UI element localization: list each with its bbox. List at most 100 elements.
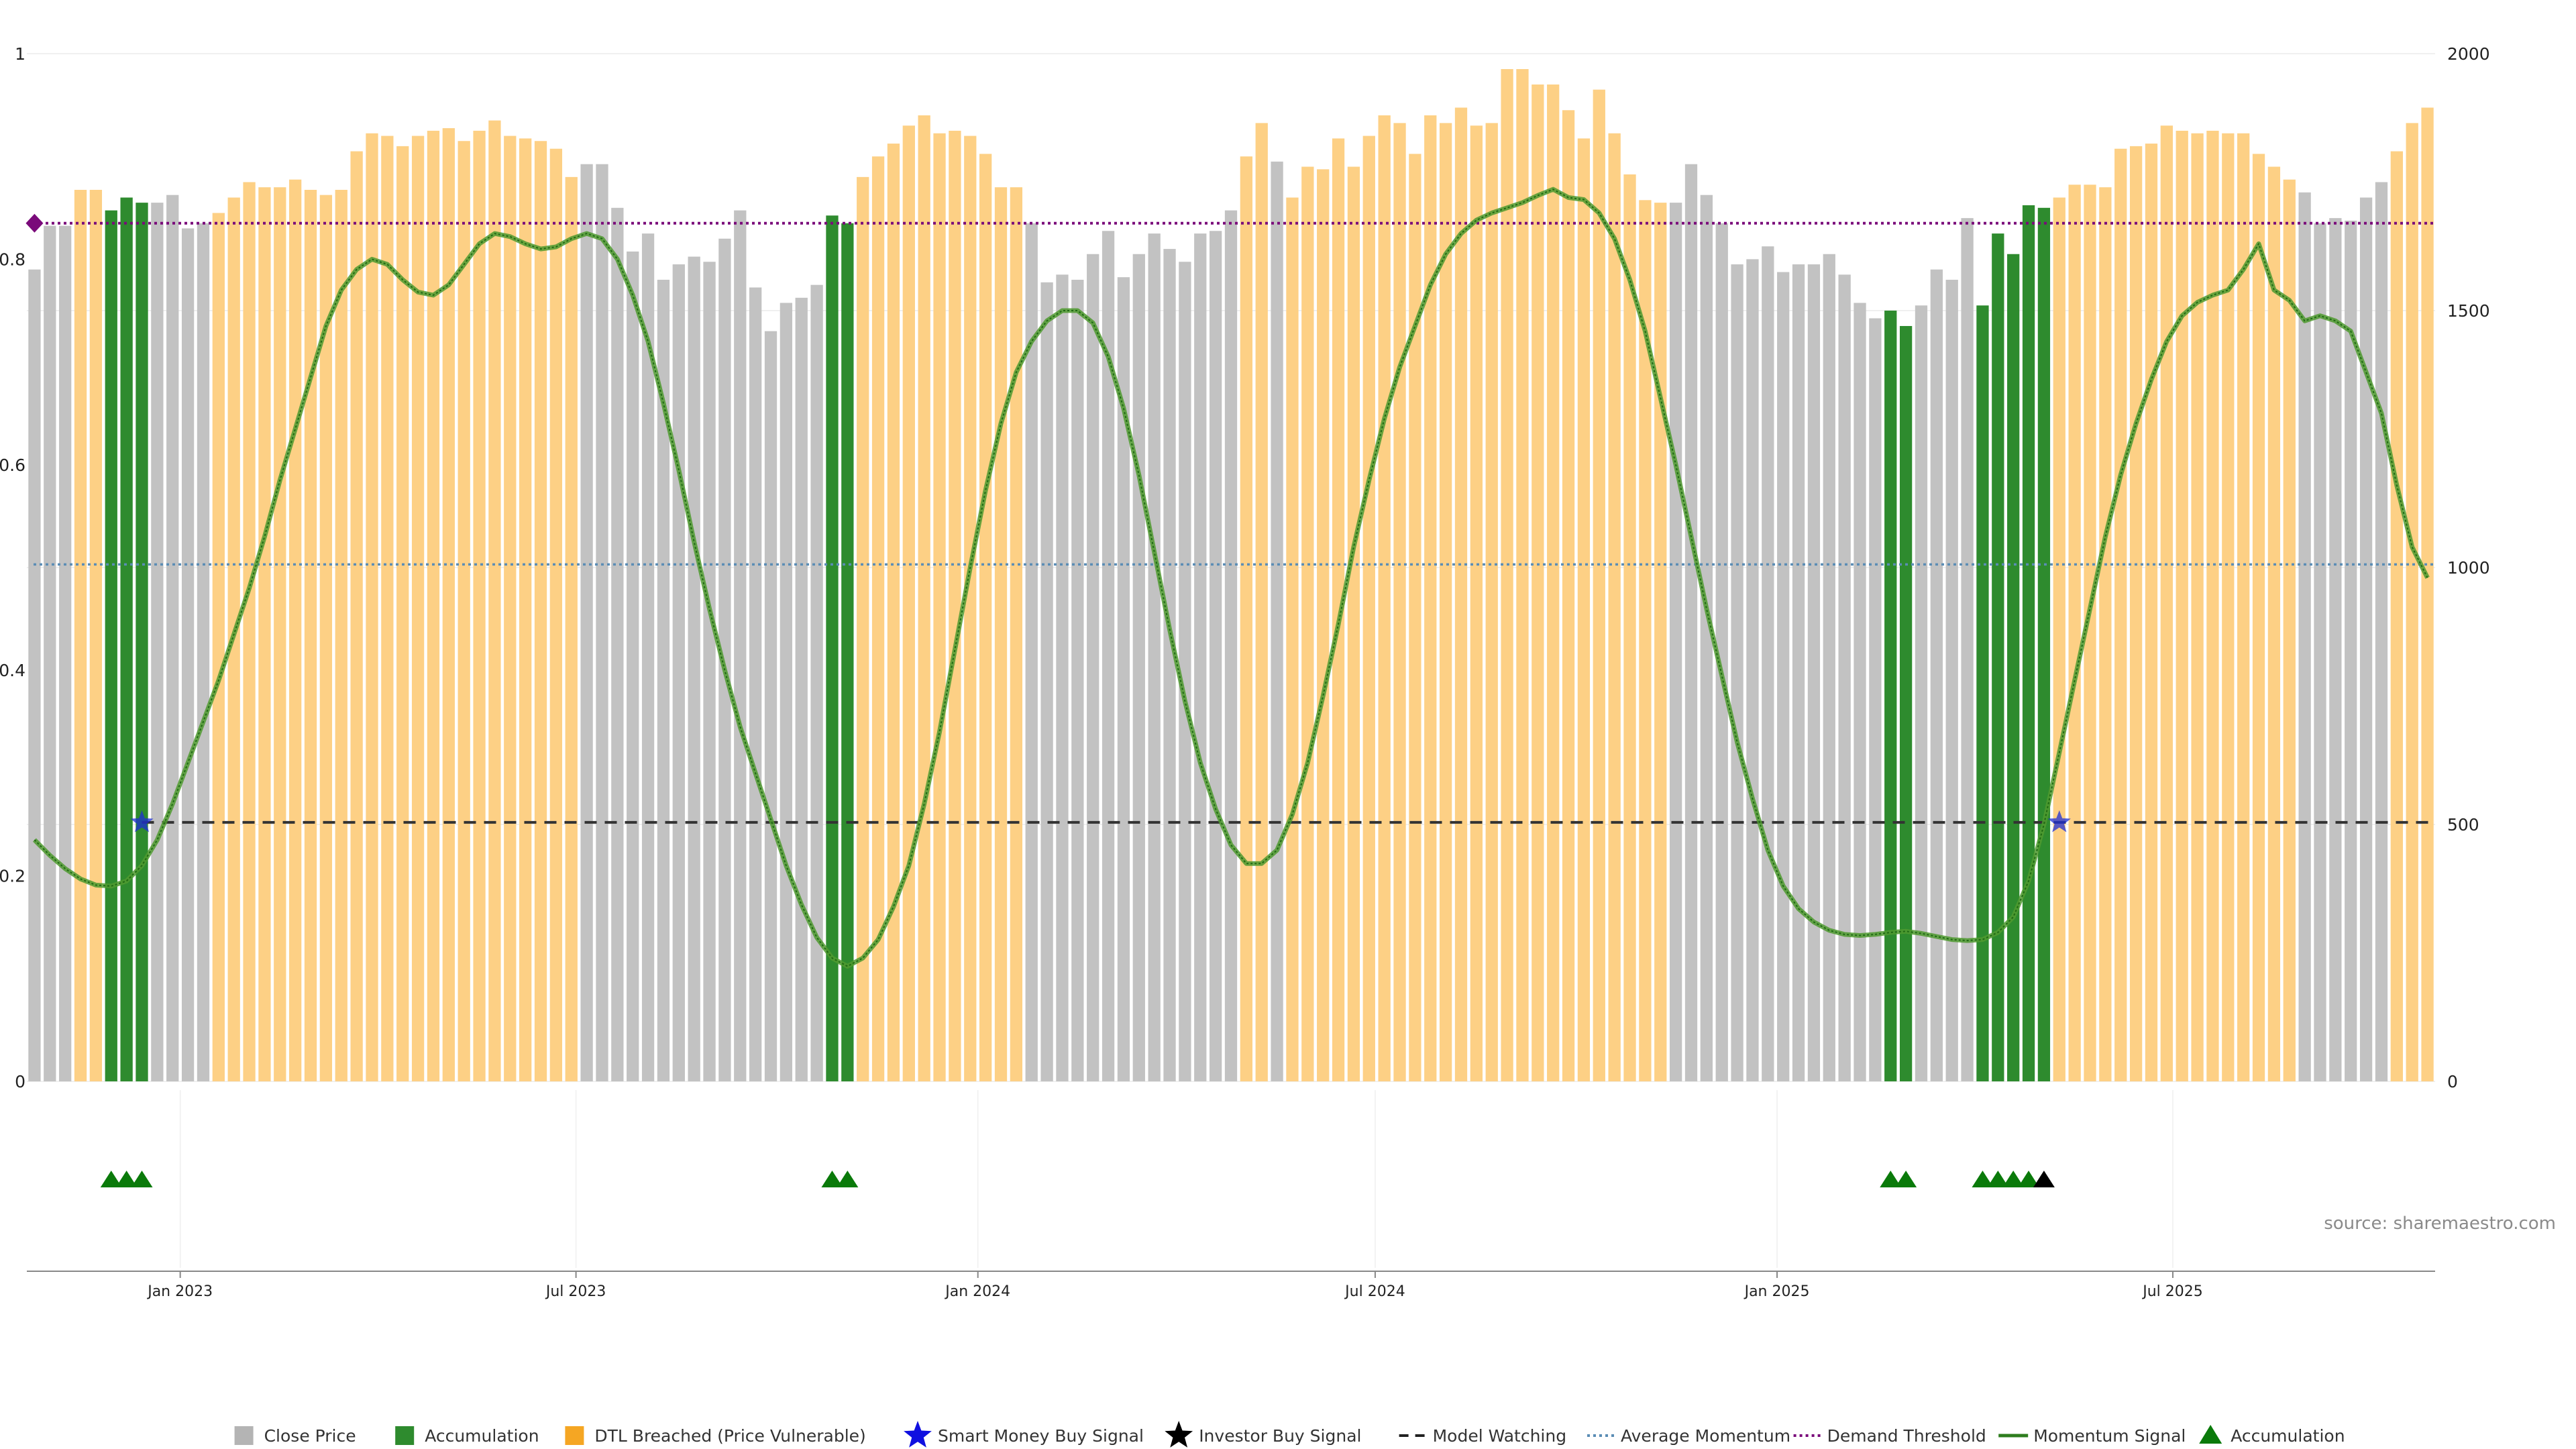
dtl-breached-bar (949, 130, 961, 1081)
close-price-bar (1040, 282, 1053, 1081)
close-price-bar (2314, 223, 2326, 1081)
accumulation-marker-icon (821, 1171, 843, 1187)
legend-item: Model Watching (1399, 1426, 1567, 1446)
dtl-breached-bar (2160, 125, 2173, 1082)
accumulation-marker-icon (1880, 1171, 1902, 1187)
x-tick-label: Jul 2024 (1344, 1283, 1405, 1300)
right-tick-label: 1000 (2447, 558, 2490, 578)
x-axis: Jan 2023 Jul 2023 Jan 2024 Jul 2024 Jan 2025… (27, 1271, 2435, 1300)
signals (25, 213, 2071, 833)
accumulation-marker-icon (2018, 1171, 2040, 1187)
accumulation-bar (826, 215, 839, 1081)
accumulation-bar (1884, 311, 1897, 1081)
close-price-bar (688, 256, 700, 1081)
close-price-bar (1869, 318, 1882, 1081)
close-price-bar (1915, 305, 1928, 1082)
close-price-bar (1930, 269, 1943, 1082)
dtl-breached-bar (2421, 107, 2434, 1082)
close-price-bar (1684, 164, 1698, 1082)
left-tick-label: 0 (15, 1072, 25, 1091)
demand-threshold-marker-icon (25, 213, 44, 233)
x-tick-label: Jan 2025 (1743, 1283, 1810, 1300)
accumulation-marker-icon (2002, 1171, 2025, 1187)
dtl-breached-bar (2176, 130, 2188, 1081)
close-price-bar (1715, 223, 1728, 1081)
dtl-breached-bar (549, 148, 563, 1082)
close-price-bar (59, 225, 72, 1081)
legend: Close Price Accumulation DTL Breached (Pri… (234, 1421, 2345, 1448)
close-price-bar (181, 228, 195, 1082)
accumulation-marker-icon (100, 1171, 122, 1187)
close-price-bar (611, 207, 624, 1081)
close-price-bar (672, 264, 685, 1081)
legend-item: Accumulation (2199, 1425, 2345, 1446)
close-price-bar (1792, 264, 1805, 1081)
dtl-breached-bar (304, 189, 317, 1081)
close-price-bar (1102, 231, 1115, 1081)
close-price-bar (1731, 264, 1743, 1081)
dtl-breached-bar (366, 133, 378, 1082)
left-axis: 0 0.2 0.4 0.6 0.8 1 (0, 44, 25, 1091)
accumulation-marker-icon (131, 1171, 153, 1187)
x-tick-label: Jan 2023 (146, 1283, 213, 1300)
dtl-breached-bar (2206, 130, 2219, 1081)
close-price-bar (1854, 303, 1866, 1081)
close-price-bar (2345, 220, 2357, 1082)
close-price-bar (2298, 192, 2311, 1081)
accumulation-marker-icon (115, 1171, 138, 1187)
dtl-breached-bar (964, 136, 977, 1081)
dtl-breached-bar (1424, 115, 1437, 1081)
right-tick-label: 2000 (2447, 44, 2490, 64)
dtl-breached-bar (1378, 115, 1391, 1081)
legend-label: Accumulation (2231, 1426, 2345, 1446)
dtl-breached-bar (1485, 123, 1498, 1081)
close-price-bar (627, 251, 639, 1081)
dtl-breached-bar (2068, 184, 2081, 1082)
legend-label: Model Watching (1433, 1426, 1567, 1446)
close-price-bar (28, 269, 41, 1082)
dtl-breached-bar (1547, 84, 1560, 1082)
right-tick-label: 1500 (2447, 301, 2490, 321)
dtl-breached-bar (258, 187, 271, 1081)
legend-star-icon (1165, 1421, 1193, 1448)
dtl-breached-bar (565, 176, 578, 1082)
dtl-breached-bar (243, 182, 256, 1081)
dtl-breached-bar (350, 151, 363, 1081)
dtl-breached-bar (2222, 133, 2235, 1082)
close-price-bar (734, 210, 747, 1081)
right-tick-label: 0 (2447, 1072, 2458, 1091)
dtl-breached-bar (396, 146, 409, 1081)
dtl-breached-bar (1608, 133, 1621, 1082)
left-tick-label: 0.8 (0, 250, 25, 269)
close-price-bar (1700, 195, 1713, 1081)
left-tick-label: 0.2 (0, 867, 25, 886)
dtl-breached-bar (1347, 166, 1360, 1081)
bars (28, 68, 2434, 1082)
left-tick-label: 1 (15, 44, 25, 64)
close-price-bar (1194, 233, 1207, 1082)
close-price-bar (1961, 218, 1974, 1081)
accumulation-bar (120, 197, 133, 1082)
momentum-signal-line-inner (34, 189, 2428, 967)
accumulation-bar (1992, 233, 2004, 1082)
dtl-breached-bar (918, 115, 930, 1081)
legend-label: Close Price (264, 1426, 356, 1446)
dtl-breached-bar (1409, 154, 1421, 1081)
legend-swatch-icon (395, 1426, 415, 1445)
close-price-bar (2375, 182, 2388, 1081)
right-axis: 0 500 1000 1500 2000 (2447, 44, 2490, 1091)
dtl-breached-bar (1439, 123, 1452, 1081)
close-price-bar (764, 331, 777, 1081)
legend-item: Momentum Signal (1998, 1426, 2186, 1446)
legend-triangle-icon (2199, 1425, 2222, 1444)
dtl-breached-bar (979, 154, 992, 1081)
dtl-breached-bar (2237, 133, 2250, 1082)
dtl-breached-bar (2252, 154, 2265, 1081)
dtl-breached-bar (1255, 123, 1268, 1081)
dtl-breached-bar (857, 176, 869, 1082)
close-price-bar (596, 164, 608, 1082)
accumulation-marker-icon (1895, 1171, 1917, 1187)
close-price-bar (197, 223, 210, 1081)
close-price-bar (718, 238, 731, 1081)
